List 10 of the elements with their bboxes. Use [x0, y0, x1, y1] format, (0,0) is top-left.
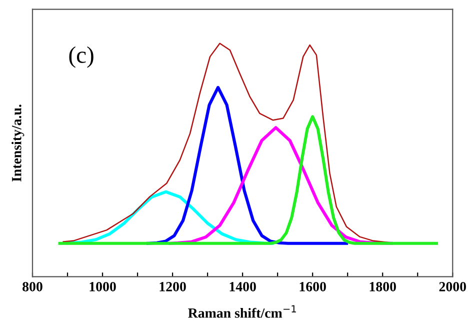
- x-axis-title: Raman shift/cm$^{−1}$: [188, 305, 296, 318]
- x-tick-label: 2000: [439, 282, 466, 292]
- x-tick-label: 1800: [370, 282, 396, 292]
- y-axis-title: Intensity/a.u.: [12, 104, 24, 182]
- x-tick-label: 1000: [90, 282, 116, 292]
- x-tick-label: 800: [22, 282, 42, 292]
- x-tick-label: 1600: [300, 282, 326, 292]
- annotation: (c): [69, 46, 94, 68]
- x-tick-label: 1200: [160, 282, 186, 292]
- x-tick-label: 1400: [230, 282, 256, 292]
